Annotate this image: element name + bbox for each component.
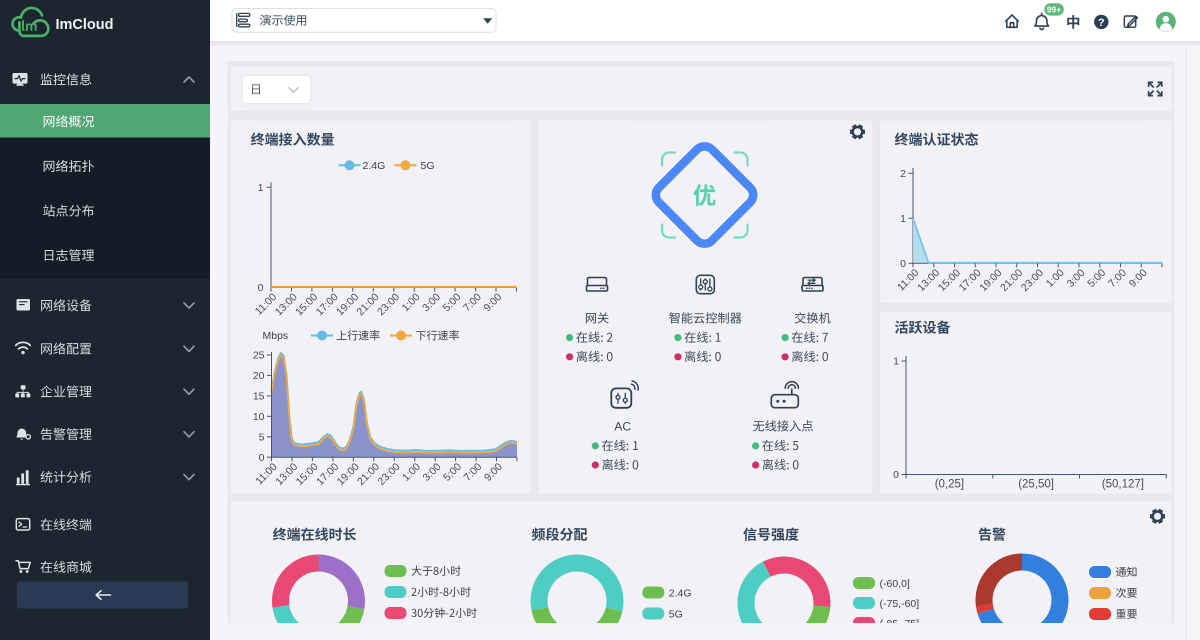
- svg-text:ImCloud: ImCloud: [56, 17, 114, 33]
- svg-text:Mbps: Mbps: [263, 330, 289, 342]
- svg-text:10: 10: [253, 411, 265, 423]
- svg-text:20: 20: [253, 370, 265, 382]
- svg-text:5G: 5G: [669, 608, 683, 620]
- svg-text:(0,25]: (0,25]: [935, 479, 964, 491]
- svg-text:2: 2: [900, 168, 906, 180]
- svg-text:2.4G: 2.4G: [669, 587, 692, 599]
- svg-text:(25,50]: (25,50]: [1018, 479, 1054, 491]
- svg-text:(-85,-75]: (-85,-75]: [880, 618, 920, 630]
- svg-text:0: 0: [259, 452, 265, 464]
- svg-text:99+: 99+: [1047, 4, 1061, 14]
- svg-text:5G: 5G: [421, 160, 435, 172]
- svg-text:(-60,0]: (-60,0]: [880, 578, 910, 590]
- svg-text:0: 0: [258, 282, 264, 294]
- svg-text:(-75,-60]: (-75,-60]: [880, 598, 920, 610]
- svg-text:?: ?: [1098, 17, 1105, 29]
- svg-text:(50,127]: (50,127]: [1102, 479, 1144, 491]
- svg-text:1: 1: [893, 356, 899, 368]
- svg-text:1: 1: [900, 213, 906, 225]
- svg-text:5: 5: [259, 431, 265, 443]
- svg-text:1: 1: [258, 182, 264, 194]
- svg-text:0: 0: [893, 469, 899, 481]
- svg-text:AC: AC: [614, 420, 631, 434]
- svg-text:15: 15: [253, 391, 265, 403]
- svg-text:0: 0: [900, 258, 906, 270]
- svg-text:2.4G: 2.4G: [363, 160, 386, 172]
- svg-text:25: 25: [253, 350, 265, 362]
